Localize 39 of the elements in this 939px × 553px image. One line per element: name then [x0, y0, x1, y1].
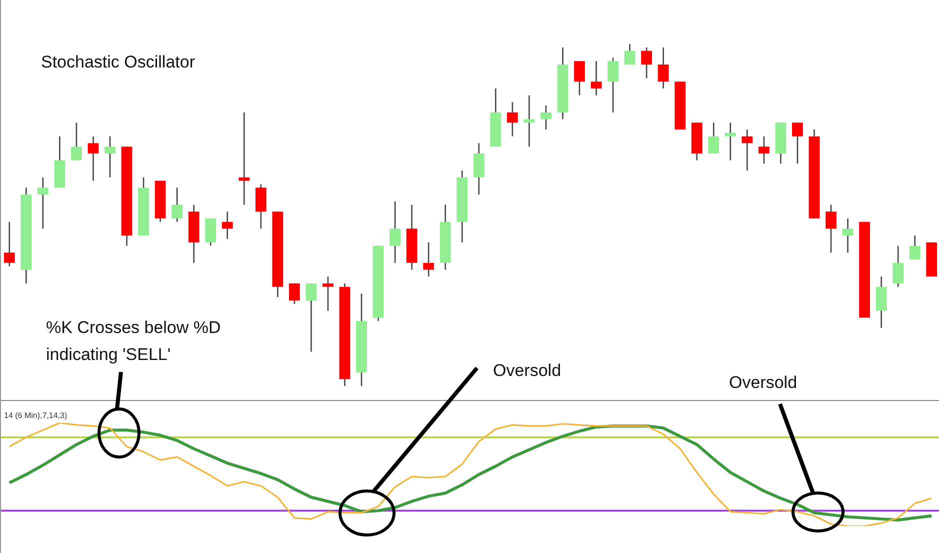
- candlestick: [88, 136, 99, 182]
- candlestick: [473, 142, 484, 196]
- candlestick: [306, 282, 317, 352]
- candlestick: [641, 46, 652, 79]
- candlestick: [892, 245, 904, 288]
- candlestick: [826, 204, 836, 254]
- candlestick: [876, 276, 887, 329]
- annotation: Oversold: [729, 372, 798, 394]
- candlestick: [506, 101, 518, 137]
- candlestick: [574, 60, 585, 96]
- candlestick: [222, 210, 233, 240]
- candlestick: [842, 218, 854, 254]
- candlestick: [909, 234, 920, 260]
- candlestick: [590, 60, 602, 96]
- candlestick: [322, 276, 334, 312]
- candlestick: [172, 186, 183, 222]
- candlestick: [758, 136, 770, 164]
- candlestick: [624, 43, 636, 66]
- candlestick: [708, 122, 720, 154]
- annotation: Oversold: [493, 360, 562, 382]
- candlestick: [658, 46, 669, 90]
- candlestick: [742, 128, 753, 172]
- candlestick: [104, 136, 116, 178]
- candlestick: [724, 122, 736, 161]
- candlestick: [4, 221, 15, 267]
- candlestick: [390, 200, 400, 264]
- text: Stochastic Oscillator: [41, 52, 196, 72]
- candlestick: [423, 242, 434, 278]
- candlestick: [71, 122, 82, 161]
- candlestick: [540, 104, 552, 130]
- candlestick: [792, 122, 803, 164]
- candlestick: [238, 112, 250, 206]
- candlestick: [37, 176, 48, 230]
- candlestick: [524, 94, 535, 148]
- annotation: %K Crosses below %D indicating 'SELL': [46, 317, 222, 366]
- candlestick: [205, 218, 216, 246]
- candlestick: [288, 282, 300, 305]
- candlestick: [608, 57, 618, 114]
- candlestick: [255, 184, 266, 230]
